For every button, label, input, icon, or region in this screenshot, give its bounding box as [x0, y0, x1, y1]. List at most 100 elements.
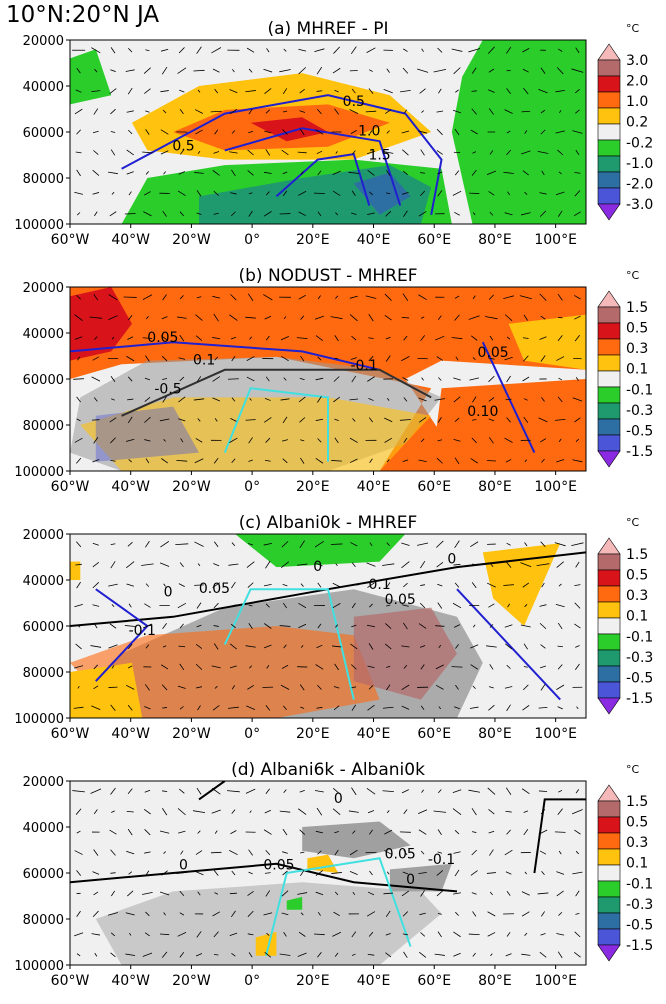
wind-vector [263, 211, 272, 217]
contour-label: 0.05 [199, 581, 230, 597]
wind-vector [264, 88, 272, 95]
x-tick-label: 100°E [534, 479, 577, 495]
wind-vector [176, 871, 188, 875]
wind-vector [282, 583, 288, 587]
colorbar-label: 1.5 [626, 547, 648, 563]
wind-vector [333, 788, 341, 795]
wind-vector [159, 933, 170, 936]
wind-vector [75, 643, 82, 650]
wind-vector [281, 149, 289, 156]
wind-vector [248, 459, 253, 462]
wind-vector [281, 912, 289, 916]
wind-vector [403, 664, 408, 669]
wind-vector [73, 378, 84, 380]
wind-vector [161, 790, 168, 793]
wind-vector [145, 171, 149, 175]
wind-vector [74, 932, 84, 937]
wind-vector [300, 171, 304, 175]
contour-label: 0 [164, 585, 173, 601]
wind-vector [92, 542, 99, 546]
y-tick-label: 60000 [23, 620, 64, 635]
wind-vector [365, 295, 377, 299]
wind-vector [505, 871, 512, 875]
wind-vector [507, 603, 511, 608]
wind-vector [417, 130, 428, 134]
wind-vector [538, 417, 548, 423]
wind-vector [488, 375, 495, 383]
wind-vector [403, 582, 408, 588]
colorbar-label: 1.5 [626, 300, 648, 316]
wind-vector [282, 416, 288, 424]
wind-vector [316, 90, 323, 92]
wind-vector [438, 789, 442, 794]
colorbar-label: -0.1 [626, 876, 653, 892]
wind-vector [145, 316, 149, 320]
wind-vector [333, 705, 340, 711]
contour-line [456, 588, 561, 701]
wind-vector [521, 911, 530, 917]
wind-vector [331, 460, 342, 462]
wind-vector [144, 88, 151, 94]
wind-vector [248, 437, 253, 444]
wind-vector [317, 356, 322, 361]
wind-vector [540, 684, 546, 691]
wind-vector [369, 603, 373, 608]
wind-vector [110, 131, 116, 133]
wind-vector [92, 910, 99, 918]
wind-vector [331, 872, 342, 874]
plot-area: 0.05 0.1 -0.5 -0.1 0.05 0.10 [70, 287, 586, 471]
wind-vector [159, 418, 170, 422]
wind-vector [195, 663, 203, 670]
panel-title: (d) Albani6k - Albani0k [231, 760, 425, 780]
wind-vector [555, 90, 565, 93]
wind-vector [300, 644, 304, 648]
wind-vector [487, 932, 496, 937]
wind-vector [162, 396, 167, 403]
wind-vector [385, 355, 391, 362]
wind-vector [214, 892, 219, 895]
wind-vector [195, 335, 203, 341]
wind-vector [349, 437, 358, 443]
colorbar-segment [597, 617, 621, 635]
wind-vector [197, 89, 201, 93]
colorbar-triangle-top [597, 537, 621, 555]
wind-vector [214, 356, 219, 361]
wind-vector [317, 211, 322, 217]
wind-vector [76, 910, 81, 917]
colorbar-triangle-top [597, 784, 621, 802]
wind-vector [212, 68, 220, 73]
wind-vector [315, 664, 324, 670]
wind-vector [489, 891, 493, 896]
wind-vector [555, 191, 565, 196]
wind-vector [334, 663, 339, 671]
wind-vector [263, 68, 273, 73]
wind-vector [452, 789, 462, 794]
wind-vector [489, 624, 494, 628]
wind-vector [435, 664, 444, 670]
wind-vector [76, 169, 81, 177]
wind-vector [145, 583, 150, 587]
wind-vector [193, 69, 205, 72]
field-region [70, 561, 81, 580]
wind-vector [506, 664, 511, 669]
wind-vector [317, 396, 322, 403]
wind-vector [229, 850, 238, 856]
wind-vector [402, 911, 409, 917]
wind-vector [541, 911, 545, 917]
wind-vector [231, 809, 236, 814]
field-region [70, 626, 380, 718]
wind-vector [351, 624, 357, 628]
wind-vector [180, 438, 184, 443]
wind-vector [384, 314, 392, 321]
wind-vector [524, 604, 528, 608]
wind-vector [505, 459, 512, 463]
wind-vector [300, 439, 305, 442]
wind-vector [125, 912, 135, 916]
wind-vector [177, 808, 186, 816]
wind-vector [299, 684, 305, 691]
wind-vector [351, 704, 357, 711]
wind-vector [264, 872, 271, 874]
wind-vector [314, 541, 324, 548]
wind-vector [265, 376, 270, 382]
wind-vector [93, 108, 99, 115]
